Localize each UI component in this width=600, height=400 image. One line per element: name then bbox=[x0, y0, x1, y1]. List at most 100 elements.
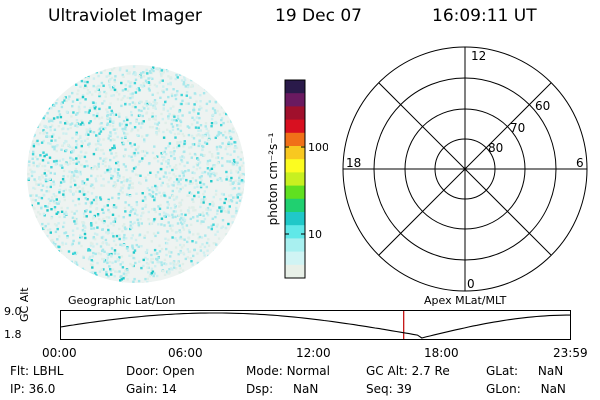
uv-speckle bbox=[173, 203, 176, 207]
uv-speckle bbox=[58, 90, 61, 93]
uv-speckle bbox=[91, 276, 94, 279]
uv-speckle bbox=[80, 236, 84, 239]
uv-speckle bbox=[160, 247, 164, 251]
uv-speckle bbox=[88, 109, 91, 112]
uv-speckle bbox=[135, 201, 138, 204]
uv-speckle bbox=[120, 278, 123, 281]
uv-speckle bbox=[53, 201, 56, 205]
uv-speckle bbox=[175, 197, 178, 200]
uv-speckle bbox=[167, 162, 170, 165]
uv-speckle bbox=[206, 275, 209, 279]
uv-speckle bbox=[88, 121, 91, 125]
uv-speckle bbox=[46, 178, 50, 181]
uv-speckle bbox=[152, 100, 155, 104]
uv-speckle bbox=[207, 129, 210, 133]
uv-speckle bbox=[202, 92, 206, 95]
uv-speckle bbox=[168, 165, 172, 168]
uv-speckle bbox=[117, 197, 120, 200]
uv-speckle bbox=[72, 252, 75, 255]
uv-speckle bbox=[242, 191, 245, 194]
uv-speckle bbox=[83, 75, 87, 79]
uv-speckle bbox=[153, 105, 157, 108]
uv-speckle bbox=[231, 70, 234, 73]
uv-speckle bbox=[151, 93, 154, 96]
uv-speckle bbox=[165, 153, 168, 156]
uv-speckle bbox=[55, 251, 58, 254]
uv-speckle bbox=[116, 135, 119, 139]
uv-speckle bbox=[206, 167, 210, 170]
uv-speckle bbox=[190, 260, 193, 263]
uv-speckle bbox=[102, 152, 105, 155]
uv-speckle bbox=[149, 71, 152, 74]
uv-speckle bbox=[196, 164, 199, 167]
uv-speckle bbox=[67, 268, 70, 271]
uv-speckle bbox=[175, 196, 179, 199]
uv-speckle bbox=[181, 186, 184, 189]
uv-speckle bbox=[31, 194, 34, 197]
uv-speckle bbox=[179, 230, 182, 234]
uv-speckle bbox=[196, 121, 199, 124]
uv-speckle bbox=[192, 270, 195, 274]
uv-speckle bbox=[65, 148, 68, 152]
polar-mlt-plot: 12 18 6 0 60 70 80 bbox=[342, 46, 588, 292]
uv-speckle bbox=[227, 200, 230, 203]
uv-speckle bbox=[38, 90, 41, 93]
uv-speckle bbox=[36, 253, 40, 256]
uv-speckle bbox=[68, 275, 71, 278]
uv-speckle bbox=[52, 266, 55, 269]
uv-speckle bbox=[121, 127, 124, 131]
uv-speckle bbox=[204, 234, 207, 237]
uv-speckle bbox=[114, 152, 118, 155]
uv-speckle bbox=[34, 65, 37, 69]
uv-speckle bbox=[113, 185, 117, 189]
uv-speckle bbox=[128, 254, 131, 257]
uv-speckle bbox=[241, 90, 245, 93]
uv-speckle bbox=[198, 142, 201, 145]
uv-speckle bbox=[146, 187, 149, 190]
uv-speckle bbox=[140, 100, 143, 104]
uv-speckle bbox=[202, 282, 205, 283]
status-seq: Seq: 39 bbox=[366, 382, 412, 396]
uv-speckle bbox=[150, 257, 153, 261]
uv-speckle bbox=[216, 134, 219, 138]
uv-speckle bbox=[83, 68, 87, 71]
uv-speckle bbox=[162, 108, 165, 111]
uv-speckle bbox=[35, 223, 38, 226]
uv-speckle bbox=[28, 269, 32, 272]
uv-speckle bbox=[96, 213, 100, 216]
uv-speckle bbox=[93, 117, 97, 120]
uv-speckle bbox=[60, 91, 63, 94]
uv-speckle bbox=[236, 161, 239, 164]
uv-speckle bbox=[113, 249, 117, 252]
uv-speckle bbox=[40, 268, 43, 272]
uv-speckle bbox=[182, 217, 185, 220]
uv-speckle bbox=[147, 210, 150, 214]
uv-speckle bbox=[238, 176, 241, 180]
uv-speckle bbox=[109, 113, 112, 116]
uv-speckle bbox=[190, 192, 193, 195]
uv-speckle bbox=[43, 194, 46, 197]
uv-speckle bbox=[183, 218, 187, 222]
uv-speckle bbox=[220, 210, 223, 213]
uv-speckle bbox=[122, 75, 125, 78]
uv-speckle bbox=[153, 252, 156, 256]
uv-speckle bbox=[233, 161, 236, 164]
uv-speckle bbox=[240, 102, 243, 105]
uv-speckle bbox=[215, 156, 218, 160]
uv-speckle bbox=[75, 175, 78, 179]
uv-speckle bbox=[203, 245, 207, 249]
uv-speckle bbox=[179, 140, 182, 144]
uv-speckle bbox=[109, 131, 112, 134]
uv-speckle bbox=[79, 236, 82, 239]
uv-speckle bbox=[210, 274, 213, 277]
uv-speckle bbox=[132, 72, 135, 76]
uv-speckle bbox=[157, 129, 161, 133]
uv-speckle bbox=[226, 276, 229, 279]
uv-speckle bbox=[32, 264, 35, 267]
uv-speckle bbox=[96, 112, 99, 115]
uv-speckle bbox=[106, 204, 109, 207]
uv-speckle bbox=[39, 256, 43, 260]
uv-speckle bbox=[90, 224, 93, 227]
uv-speckle bbox=[113, 144, 116, 147]
uv-speckle bbox=[79, 136, 82, 139]
